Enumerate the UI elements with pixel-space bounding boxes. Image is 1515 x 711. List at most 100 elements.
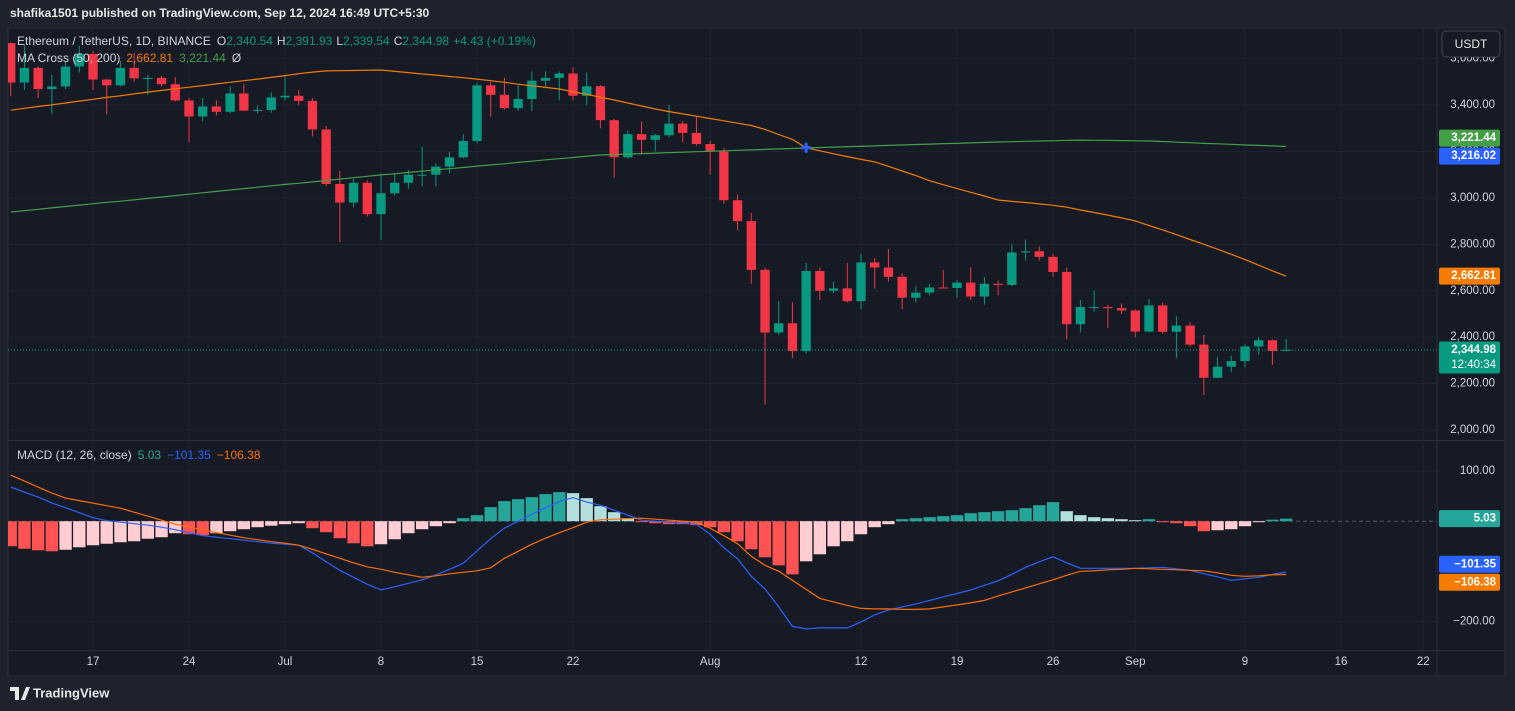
histogram-bar [361,521,374,547]
value-label-box [1439,129,1500,147]
y-tick-label: 2,000.00 [1450,424,1495,436]
indicator-title: MA Cross (50, 200) [17,51,120,65]
candle-body [499,94,510,109]
histogram-bar [566,493,580,522]
value-label-box [1439,555,1500,573]
value-labels: 3,221.44 3,216.02 2,662.81 2,344.98 12:40:34… [1439,129,1500,591]
histogram-bar [100,521,113,544]
indicator-line [10,69,1287,277]
histogram-bar [594,506,607,522]
candle-body [239,93,249,111]
candle-body [568,73,578,96]
candle-body [870,262,880,268]
histogram-bar [319,521,333,533]
x-tick-label: 22 [1417,656,1430,668]
currency-label[interactable]: USDT [1455,37,1488,51]
histogram-bar [1033,505,1046,522]
histogram-bar [1046,502,1060,522]
histogram-bar [73,521,86,548]
candle-body [1020,251,1031,253]
histogram-bar [1129,520,1142,522]
candle-body [266,97,276,110]
candle-body [143,77,153,79]
symbol-title: Ethereum / TetherUS, 1D, BINANCE [17,34,211,48]
histogram-bar [1211,521,1224,531]
price-pane [8,42,1437,405]
candle-body [307,100,318,130]
candle-body [582,86,592,96]
axes: 17 24 Jul 8 15 22 Aug 12 19 26 Sep 9 16 22 2,000.00 2,2… [87,53,1495,668]
histogram-bar [1074,515,1087,522]
candle-body [842,288,852,302]
candle-body [513,99,523,109]
candle-body [527,80,537,100]
histogram-bar [964,513,977,522]
histogram-bar [1238,521,1252,527]
currency-button-box[interactable] [1441,30,1501,58]
histogram-bar [1005,510,1019,522]
ohlc-value: 2,340.54 [226,34,273,48]
value-label-box [1439,510,1500,528]
histogram-bar [429,521,443,527]
candle-body [554,73,564,78]
ohlc-key: H [277,34,286,48]
histogram-bar [607,512,621,522]
countdown-label: 12:40:34 [1451,359,1496,371]
candle-body [472,85,482,142]
histogram-bar [703,521,717,528]
chart-frame [7,27,1506,677]
candle-body [1130,310,1140,332]
candle-body [856,262,866,302]
candle-body [444,157,455,167]
candle-body [225,93,235,112]
candle-body [623,134,633,158]
currency-button[interactable]: USDT [1441,30,1501,58]
candle-body [1062,271,1072,325]
cross-marker [801,142,812,153]
histogram-bar [635,521,648,523]
macd-legend: MACD (12, 26, close) 5.03 −101.35 −106.38 [17,448,261,462]
value-label: 3,221.44 [1451,132,1496,144]
histogram-bar [799,521,813,562]
histogram-bar [18,521,31,549]
candle-body [403,174,414,183]
candle-body [321,129,331,184]
histogram-bar [717,521,731,533]
candle-body [390,182,400,194]
histogram-bar [758,521,772,558]
candle-body [115,67,126,86]
histogram-bar [1142,519,1156,522]
candle-body [883,267,894,277]
histogram-bar [333,521,347,539]
candle-body [952,282,962,288]
histogram-bar [196,521,209,536]
candle-body [1171,325,1182,332]
candle-body [911,292,921,298]
y-tick-label: −200.00 [1453,615,1495,627]
candle-body [1267,340,1278,352]
indicator-line [10,486,1287,630]
histogram-bar [1266,519,1279,522]
candle-body [636,134,647,140]
candle-body [156,77,167,85]
histogram-bar [1183,521,1197,527]
y-tick-label: 100.00 [1460,465,1495,477]
histogram-bar [553,492,566,522]
histogram-bar [388,521,401,540]
grid [8,28,1437,650]
signal-value: −106.38 [217,448,261,462]
histogram-bar [443,521,456,524]
histogram-bar [882,521,895,525]
footer-logo: TradingView [10,685,110,700]
ohlc-key: C [394,34,403,48]
histogram-bar [1156,521,1169,523]
candle-body [787,323,798,352]
histogram-bar [895,519,909,522]
x-tick-label: Aug [700,656,720,668]
candle-body [458,141,468,158]
histogram-bar [937,516,950,522]
value-label-box [1439,267,1500,285]
candle-body [348,182,359,203]
